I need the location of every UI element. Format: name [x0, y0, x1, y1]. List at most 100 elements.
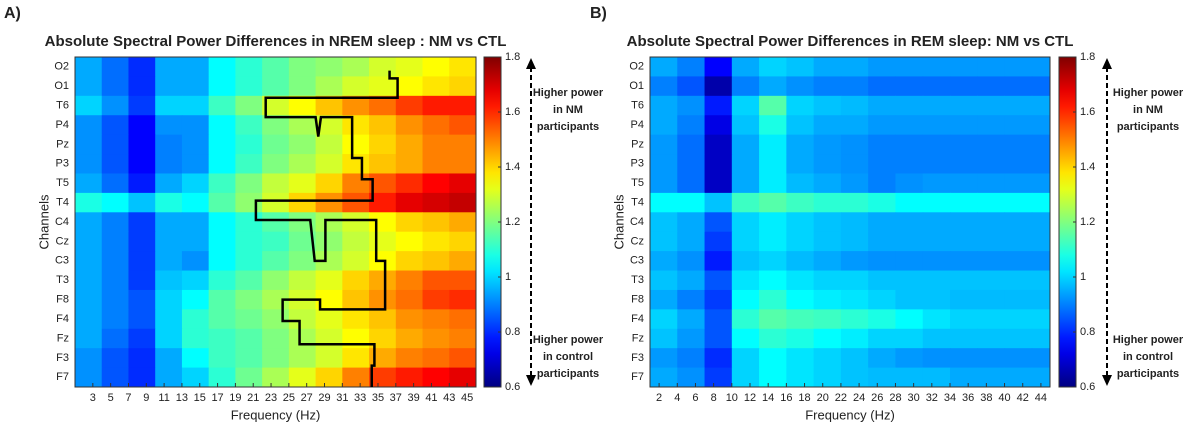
heatmap-cell: [1004, 57, 1033, 77]
y-tick-label: C4: [630, 216, 644, 228]
heatmap-cell: [813, 76, 842, 97]
heatmap-cell: [342, 328, 370, 349]
x-tick-label: 31: [336, 392, 348, 404]
heatmap-cell: [128, 270, 156, 291]
heatmap-cell: [704, 192, 733, 213]
x-tick-label: 22: [835, 392, 847, 404]
heatmap-cell: [813, 348, 842, 369]
heatmap-cell: [342, 173, 370, 194]
heatmap-cell: [950, 115, 978, 136]
heatmap-cell: [208, 192, 236, 213]
heatmap-cell: [1031, 289, 1051, 310]
heatmap-cell: [704, 57, 733, 77]
heatmap-cell: [950, 328, 978, 349]
y-tick-label: Pz: [631, 138, 644, 150]
heatmap-cell: [75, 115, 103, 136]
heatmap-cell: [922, 57, 951, 77]
x-tick-label: 37: [390, 392, 402, 404]
heatmap-cell: [342, 192, 370, 213]
heatmap-cell: [395, 154, 424, 174]
heatmap-cell: [868, 251, 896, 272]
heatmap-cell: [677, 367, 706, 388]
heatmap-cell: [422, 328, 450, 349]
heatmap-cell: [813, 309, 842, 330]
heatmap-cell: [813, 231, 842, 252]
heatmap-cell: [704, 134, 733, 155]
heatmap-cell: [128, 328, 156, 349]
heatmap-cell: [262, 309, 290, 330]
heatmap-cell: [422, 95, 450, 116]
heatmap-cell: [840, 192, 869, 213]
heatmap-cell: [922, 154, 951, 174]
heatmap-cell: [181, 367, 210, 388]
y-tick-label: O2: [629, 61, 644, 73]
heatmap-cell: [759, 231, 787, 252]
colorbar-note: participants: [1117, 121, 1179, 133]
heatmap-cell: [840, 154, 869, 174]
heatmap-cell: [181, 270, 210, 291]
x-tick-label: 9: [143, 392, 149, 404]
heatmap-cell: [704, 270, 733, 291]
heatmap-cell: [786, 231, 815, 252]
panel-label: A): [4, 5, 21, 22]
y-tick-label: T5: [631, 177, 644, 189]
heatmap-cell: [813, 57, 842, 77]
heatmap-cell: [759, 289, 787, 310]
y-tick-label: T6: [56, 99, 69, 111]
heatmap-cell: [704, 309, 733, 330]
heatmap-cell: [315, 192, 343, 213]
heatmap-cell: [786, 251, 815, 272]
heatmap-cell: [315, 154, 343, 174]
heatmap-cell: [950, 57, 978, 77]
heatmap-cell: [950, 212, 978, 233]
heatmap-cell: [101, 251, 129, 272]
x-tick-label: 11: [158, 392, 169, 404]
heatmap-cell: [449, 289, 477, 310]
heatmap-cell: [288, 251, 317, 272]
y-tick-label: P3: [631, 158, 644, 170]
heatmap-cell: [650, 95, 678, 116]
heatmap-cell: [950, 289, 978, 310]
heatmap-cell: [315, 270, 343, 291]
heatmap-cell: [922, 212, 951, 233]
heatmap-cell: [977, 192, 1006, 213]
heatmap-cell: [181, 76, 210, 97]
heatmap-cell: [704, 76, 733, 97]
heatmap-cell: [977, 251, 1006, 272]
heatmap-cell: [813, 289, 842, 310]
heatmap-cell: [840, 76, 869, 97]
heatmap-cell: [840, 367, 869, 388]
heatmap-cell: [315, 173, 343, 194]
heatmap-cell: [235, 367, 263, 388]
heatmap-cell: [895, 251, 924, 272]
heatmap-cell: [235, 309, 263, 330]
heatmap-cell: [449, 115, 477, 136]
colorbar-tick-label: 1.4: [505, 161, 520, 173]
heatmap-cell: [288, 95, 317, 116]
x-tick-label: 24: [853, 392, 865, 404]
heatmap-cell: [704, 173, 733, 194]
heatmap-cell: [840, 212, 869, 233]
heatmap-cell: [181, 289, 210, 310]
heatmap-cell: [1031, 367, 1051, 388]
heatmap-cell: [208, 134, 236, 155]
heatmap-cell: [128, 212, 156, 233]
heatmap-cell: [395, 192, 424, 213]
heatmap-cell: [75, 173, 103, 194]
y-tick-label: P3: [56, 158, 69, 170]
y-axis-label: Channels: [36, 194, 51, 249]
y-tick-label: T3: [631, 274, 644, 286]
colorbar-note: participants: [537, 121, 599, 133]
colorbar-note: Higher power: [1113, 334, 1184, 346]
heatmap-cell: [840, 173, 869, 194]
heatmap-cell: [422, 348, 450, 369]
heatmap-cell: [369, 309, 397, 330]
heatmap-cell: [155, 154, 183, 174]
heatmap-cell: [155, 231, 183, 252]
heatmap-cell: [422, 154, 450, 174]
heatmap-cell: [677, 309, 706, 330]
heatmap-cell: [895, 134, 924, 155]
heatmap-cell: [922, 289, 951, 310]
heatmap-cell: [208, 76, 236, 97]
y-tick-label: Pz: [56, 138, 69, 150]
